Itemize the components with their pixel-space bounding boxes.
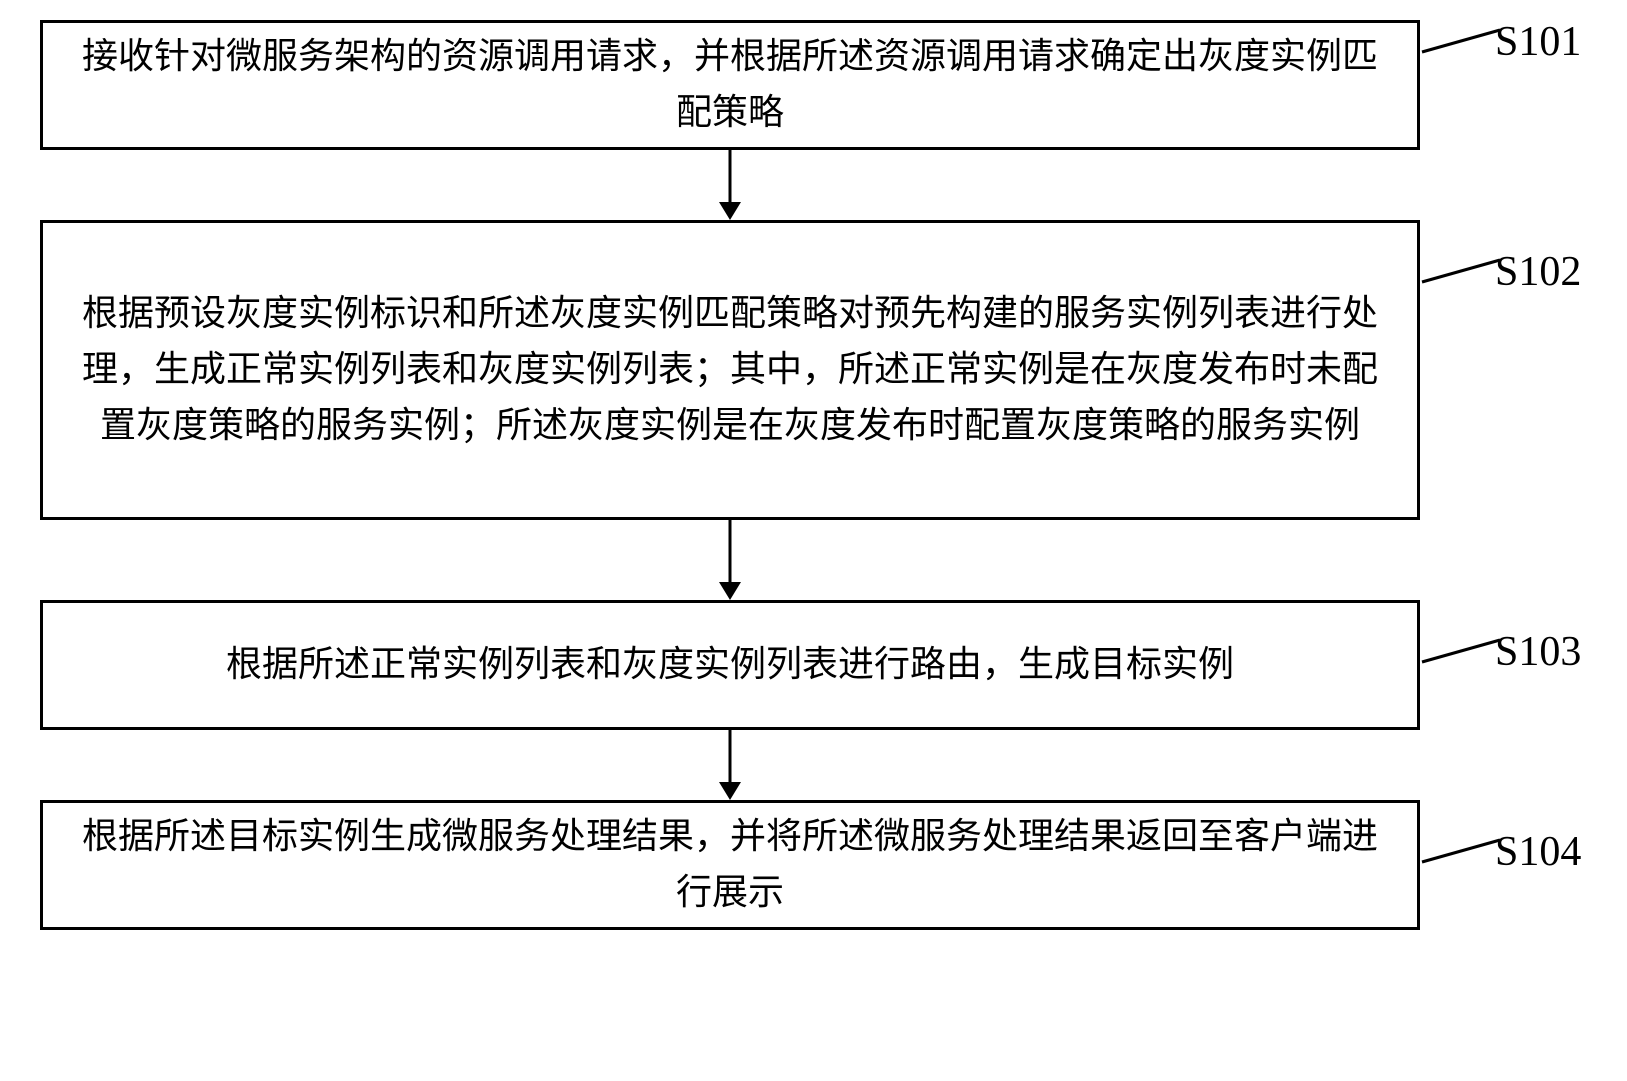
step-label-s103: S103 bbox=[1495, 628, 1581, 676]
step-box-s104: 根据所述目标实例生成微服务处理结果，并将所述微服务处理结果返回至客户端进行展示 bbox=[40, 800, 1420, 930]
arrow-after-s103 bbox=[40, 730, 1420, 800]
step-text: 根据所述正常实例列表和灰度实例列表进行路由，生成目标实例 bbox=[226, 637, 1234, 693]
leader-line-s103 bbox=[1420, 638, 1502, 664]
step-text: 根据所述目标实例生成微服务处理结果，并将所述微服务处理结果返回至客户端进行展示 bbox=[71, 809, 1389, 921]
step-label-s102: S102 bbox=[1495, 248, 1581, 296]
leader-line-s101 bbox=[1420, 28, 1502, 54]
step-box-s101: 接收针对微服务架构的资源调用请求，并根据所述资源调用请求确定出灰度实例匹配策略 bbox=[40, 20, 1420, 150]
arrow-after-s102 bbox=[40, 520, 1420, 600]
leader-line-s104 bbox=[1420, 838, 1502, 864]
flowchart-container: 接收针对微服务架构的资源调用请求，并根据所述资源调用请求确定出灰度实例匹配策略 … bbox=[40, 20, 1420, 930]
step-label-s104: S104 bbox=[1495, 828, 1581, 876]
arrow-after-s101 bbox=[40, 150, 1420, 220]
step-box-s102: 根据预设灰度实例标识和所述灰度实例匹配策略对预先构建的服务实例列表进行处理，生成… bbox=[40, 220, 1420, 520]
step-text: 接收针对微服务架构的资源调用请求，并根据所述资源调用请求确定出灰度实例匹配策略 bbox=[71, 29, 1389, 141]
step-text: 根据预设灰度实例标识和所述灰度实例匹配策略对预先构建的服务实例列表进行处理，生成… bbox=[71, 286, 1389, 453]
leader-line-s102 bbox=[1420, 258, 1502, 284]
step-box-s103: 根据所述正常实例列表和灰度实例列表进行路由，生成目标实例 bbox=[40, 600, 1420, 730]
step-label-s101: S101 bbox=[1495, 18, 1581, 66]
